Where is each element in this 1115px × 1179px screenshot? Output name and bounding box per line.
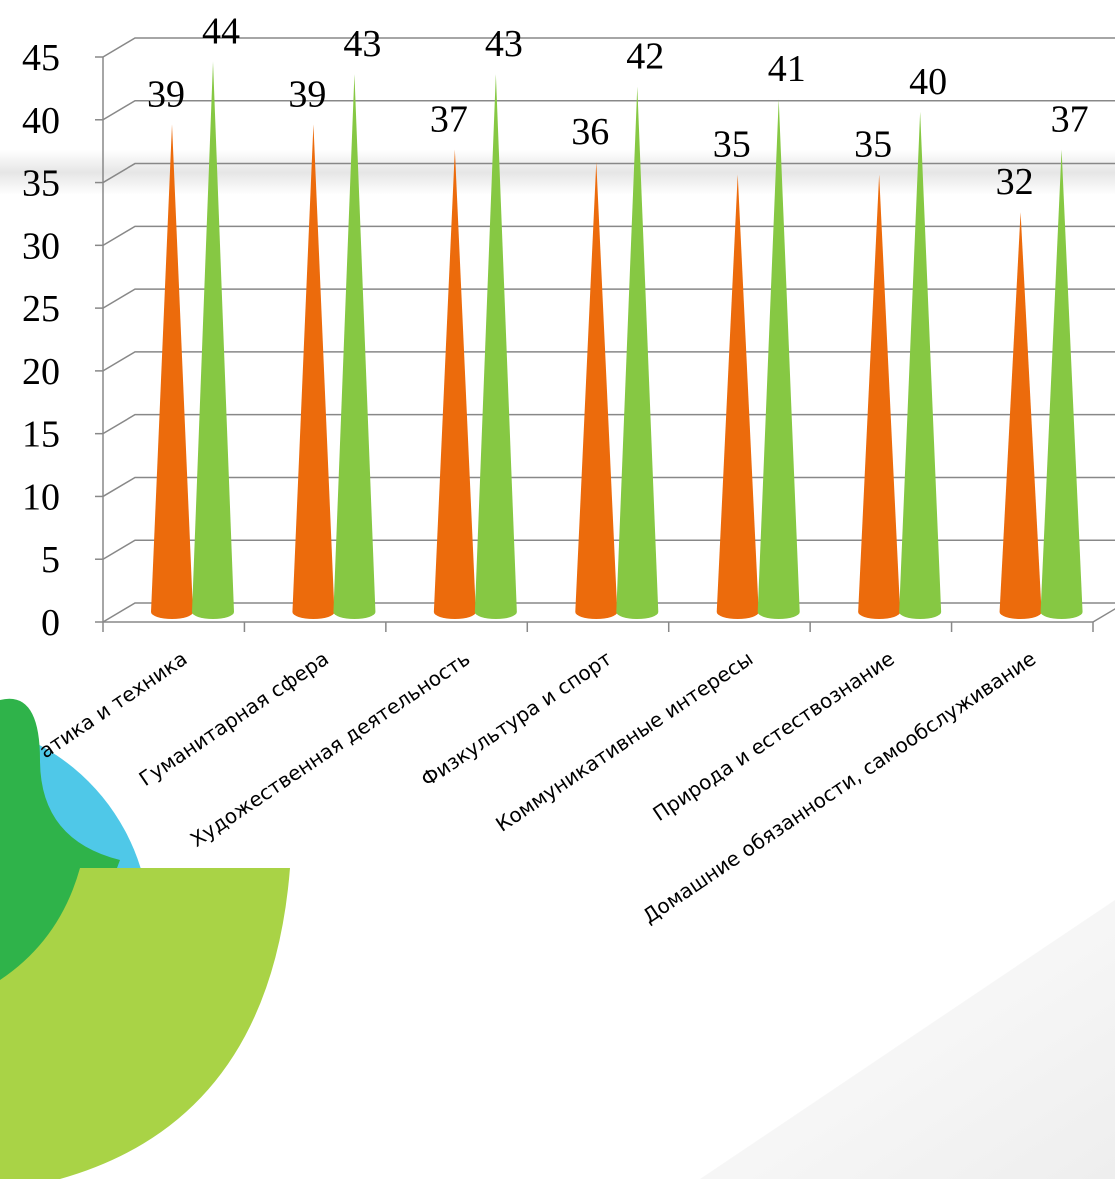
data-label: 44 xyxy=(202,11,240,53)
y-tick-label: 10 xyxy=(22,476,60,518)
x-tick-label: атика и техника xyxy=(35,646,192,763)
y-tick-label: 15 xyxy=(22,414,60,456)
cone xyxy=(333,74,376,619)
y-tick-label: 25 xyxy=(22,288,60,330)
y-tick-label: 40 xyxy=(22,100,60,142)
data-label: 43 xyxy=(485,23,523,65)
background xyxy=(0,150,1115,1179)
y-tick-label: 0 xyxy=(41,602,60,644)
grid-line xyxy=(102,225,1115,246)
cone xyxy=(474,74,517,619)
data-label: 37 xyxy=(1051,98,1089,140)
plot: 39 39 37 36 35 35 32 44 43 43 42 41 40 37 xyxy=(147,11,1089,620)
data-label: 41 xyxy=(768,48,806,90)
y-tick-label: 35 xyxy=(22,163,60,205)
data-label: 42 xyxy=(626,36,664,78)
y-tick-label: 45 xyxy=(22,37,60,79)
grid-line xyxy=(102,37,1115,58)
cone xyxy=(151,124,193,619)
cone xyxy=(616,86,659,619)
x-tick-label: Коммуникативные интересы xyxy=(491,646,757,836)
y-tick-label: 20 xyxy=(22,351,60,393)
grid-line xyxy=(102,288,1115,309)
cone xyxy=(292,124,335,619)
cone xyxy=(757,99,800,619)
axis-line xyxy=(1092,608,1115,623)
data-label: 43 xyxy=(343,23,381,65)
data-label: 37 xyxy=(430,98,468,140)
data-label: 36 xyxy=(571,111,609,153)
grid-line xyxy=(102,351,1115,372)
grid-line xyxy=(102,162,1115,184)
cone xyxy=(192,61,234,620)
x-tick-label: Природа и естествознание xyxy=(648,646,898,826)
grid-line xyxy=(102,100,1115,121)
cone xyxy=(858,174,901,620)
data-label: 35 xyxy=(854,124,892,166)
cone xyxy=(716,174,759,620)
data-label: 39 xyxy=(147,73,185,115)
cone xyxy=(433,149,476,619)
y-tick-label: 30 xyxy=(22,225,60,267)
cone xyxy=(999,212,1042,619)
cone xyxy=(1040,149,1083,619)
cone xyxy=(575,162,618,619)
y-tick-label: 5 xyxy=(41,539,60,581)
data-label: 32 xyxy=(996,161,1034,203)
data-label: 39 xyxy=(288,73,326,115)
cone xyxy=(899,111,942,620)
grid-line xyxy=(102,413,1115,435)
x-tick-label: Художественная деятельность xyxy=(186,646,475,851)
data-label: 35 xyxy=(713,124,751,166)
data-label: 40 xyxy=(909,61,947,103)
